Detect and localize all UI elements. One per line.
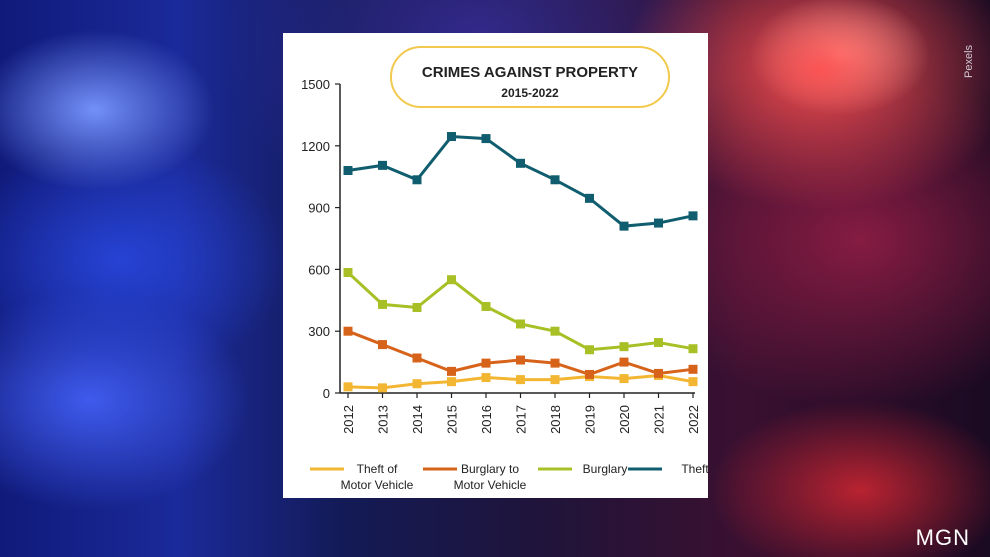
series-line — [347, 134, 694, 228]
data-point — [619, 374, 629, 384]
legend: Theft of Motor Vehicle Burglary to Motor Ve… — [310, 462, 709, 492]
data-point — [516, 375, 525, 385]
data-point — [447, 377, 456, 387]
x-tick-label: 2016 — [479, 405, 494, 434]
x-tick-label: 2018 — [548, 405, 563, 434]
data-point — [619, 221, 629, 231]
legend-label: Burglary — [583, 462, 628, 476]
y-tick-label: 300 — [308, 324, 330, 339]
data-point — [412, 175, 422, 185]
data-point — [550, 175, 560, 185]
x-tick-label: 2013 — [376, 405, 391, 434]
series-burglary-to-motor-vehicle — [343, 326, 698, 379]
data-point — [481, 301, 491, 311]
series-layer — [343, 132, 698, 393]
data-point — [688, 211, 698, 221]
data-point — [378, 340, 387, 350]
legend-label: Theft — [681, 462, 708, 476]
legend-item: Burglary to Motor Vehicle — [423, 462, 527, 492]
chart-subtitle: 2015-2022 — [501, 86, 559, 100]
data-point — [343, 267, 353, 277]
data-point — [412, 303, 422, 313]
x-tick-label: 2014 — [410, 405, 425, 434]
data-point — [550, 375, 560, 385]
legend-label: Burglary to — [461, 462, 519, 476]
x-tick-label: 2021 — [652, 405, 667, 434]
chart-title: CRIMES AGAINST PROPERTY — [422, 64, 638, 81]
y-tick-label: 1500 — [301, 77, 330, 92]
data-point — [412, 353, 422, 363]
legend-label: Motor Vehicle — [454, 478, 527, 492]
data-point — [654, 338, 663, 348]
data-point — [378, 160, 387, 170]
data-point — [619, 342, 629, 352]
data-point — [688, 344, 698, 354]
mgn-logo: MGN — [915, 525, 970, 550]
data-point — [447, 132, 456, 142]
y-tick-label: 900 — [308, 201, 330, 216]
data-point — [688, 364, 698, 374]
axes: 0 300 600 900 1200 1500 2012 2013 2014 2015 2016 20… — [301, 77, 701, 434]
data-point — [550, 358, 560, 368]
legend-label: Theft of — [357, 462, 398, 476]
data-point — [481, 358, 491, 368]
data-point — [343, 166, 353, 176]
data-point — [412, 379, 422, 389]
data-point — [447, 275, 456, 285]
data-point — [585, 345, 594, 355]
title-box — [390, 46, 670, 108]
series-theft — [343, 132, 698, 231]
data-point — [378, 299, 387, 309]
x-tick-label: 2020 — [617, 405, 632, 434]
data-point — [343, 326, 353, 336]
data-point — [516, 319, 525, 329]
y-tick-label: 0 — [323, 386, 330, 401]
data-point — [654, 218, 663, 228]
data-point — [585, 193, 594, 203]
legend-label: Motor Vehicle — [341, 478, 414, 492]
photo-credit: Pexels — [963, 44, 975, 78]
data-point — [619, 357, 629, 367]
data-point — [516, 158, 525, 168]
x-tick-label: 2019 — [583, 405, 598, 434]
series-line — [347, 329, 694, 377]
crimes-line-chart: CRIMES AGAINST PROPERTY 2015-2022 0 300 60… — [301, 46, 709, 492]
data-point — [585, 369, 594, 379]
x-tick-label: 2012 — [341, 405, 356, 434]
y-tick-label: 1200 — [301, 139, 330, 154]
data-point — [481, 134, 491, 144]
data-point — [481, 373, 491, 383]
data-point — [654, 368, 663, 378]
x-tick-label: 2015 — [445, 405, 460, 434]
series-burglary — [343, 267, 698, 355]
legend-item: Theft of Motor Vehicle — [310, 462, 414, 492]
data-point — [688, 377, 698, 387]
legend-item: Theft — [628, 462, 709, 476]
data-point — [378, 383, 387, 393]
data-point — [516, 355, 525, 365]
data-point — [550, 326, 560, 336]
series-line — [346, 271, 694, 352]
x-tick-label: 2017 — [514, 405, 529, 434]
x-tick-label: 2022 — [686, 405, 701, 434]
data-point — [343, 382, 353, 392]
chart-card: CRIMES AGAINST PROPERTY 2015-2022 0 300 60… — [283, 33, 709, 498]
legend-item: Burglary — [538, 462, 627, 476]
data-point — [447, 366, 456, 376]
y-tick-label: 600 — [308, 262, 330, 277]
series-theft-of-motor-vehicle — [343, 370, 698, 393]
